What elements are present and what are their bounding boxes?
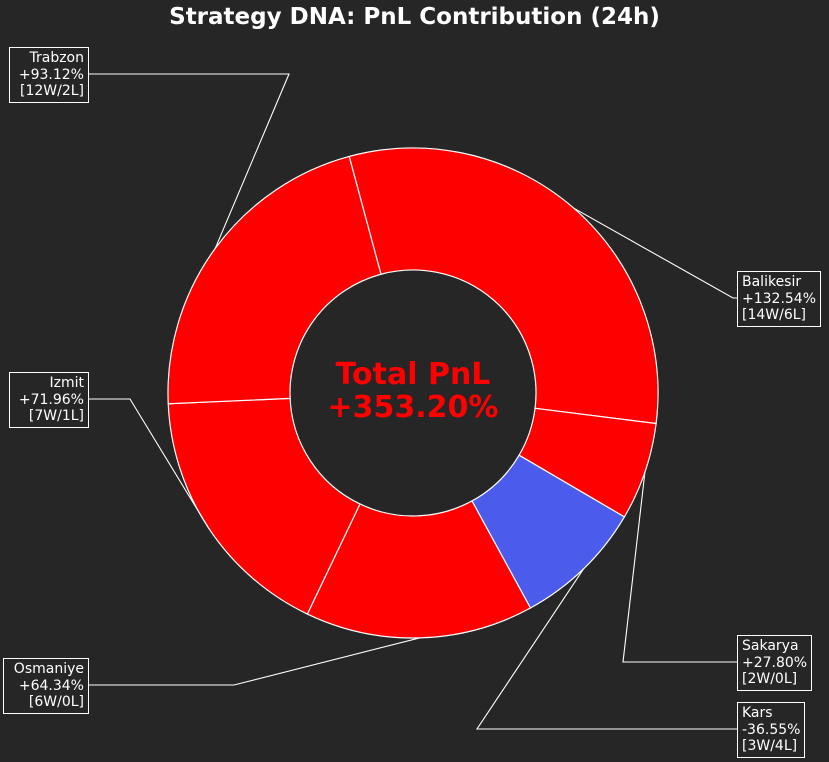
- slice-trabzon: [167, 155, 382, 405]
- slice-label-name: Trabzon: [29, 50, 84, 66]
- slice-label-record: [7W/1L]: [28, 408, 84, 424]
- slice-label-record: [3W/4L]: [742, 738, 798, 754]
- slice-label-pnl: +71.96%: [18, 391, 84, 408]
- slice-label-kars: Kars -36.55% [3W/4L]: [737, 702, 806, 758]
- slice-label-pnl: +27.80%: [742, 654, 808, 671]
- slice-label-pnl: +132.54%: [742, 290, 817, 307]
- slice-label-name: Kars: [742, 705, 773, 721]
- leader-line-trabzon: [88, 73, 290, 249]
- slice-izmit: [167, 397, 361, 615]
- slice-label-osmaniye: Osmaniye +64.34% [6W/0L]: [3, 658, 89, 714]
- slice-label-record: [12W/2L]: [19, 83, 84, 99]
- leader-line-kars: [475, 568, 737, 730]
- leader-line-izmit: [88, 398, 210, 529]
- slice-label-name: Izmit: [49, 375, 85, 391]
- slice-label-name: Osmaniye: [13, 661, 84, 677]
- slice-balikesir: [348, 147, 659, 425]
- slice-label-record: [6W/0L]: [28, 694, 84, 710]
- total-pnl: Total PnL +353.20%: [263, 358, 563, 424]
- slice-label-name: Balikesir: [742, 274, 802, 290]
- chart-title: Strategy DNA: PnL Contribution (24h): [169, 4, 660, 30]
- leader-line-sakarya: [622, 471, 737, 663]
- slice-osmaniye: [306, 500, 532, 639]
- slice-label-trabzon: Trabzon +93.12% [12W/2L]: [9, 47, 89, 103]
- leader-line-balikesir: [573, 207, 737, 299]
- leader-line-osmaniye: [88, 637, 420, 686]
- total-pnl-value: +353.20%: [327, 390, 499, 425]
- slice-label-sakarya: Sakarya +27.80% [2W/0L]: [737, 635, 813, 691]
- slice-label-pnl: +93.12%: [18, 66, 84, 83]
- slice-label-record: [2W/0L]: [742, 671, 798, 687]
- total-pnl-label: Total PnL: [335, 357, 491, 392]
- slice-label-record: [14W/6L]: [742, 307, 807, 323]
- slice-label-izmit: Izmit +71.96% [7W/1L]: [9, 372, 89, 428]
- slice-label-pnl: -36.55%: [742, 721, 801, 738]
- slice-label-pnl: +64.34%: [18, 677, 84, 694]
- slice-label-name: Sakarya: [742, 638, 799, 654]
- slice-label-balikesir: Balikesir +132.54% [14W/6L]: [737, 271, 822, 327]
